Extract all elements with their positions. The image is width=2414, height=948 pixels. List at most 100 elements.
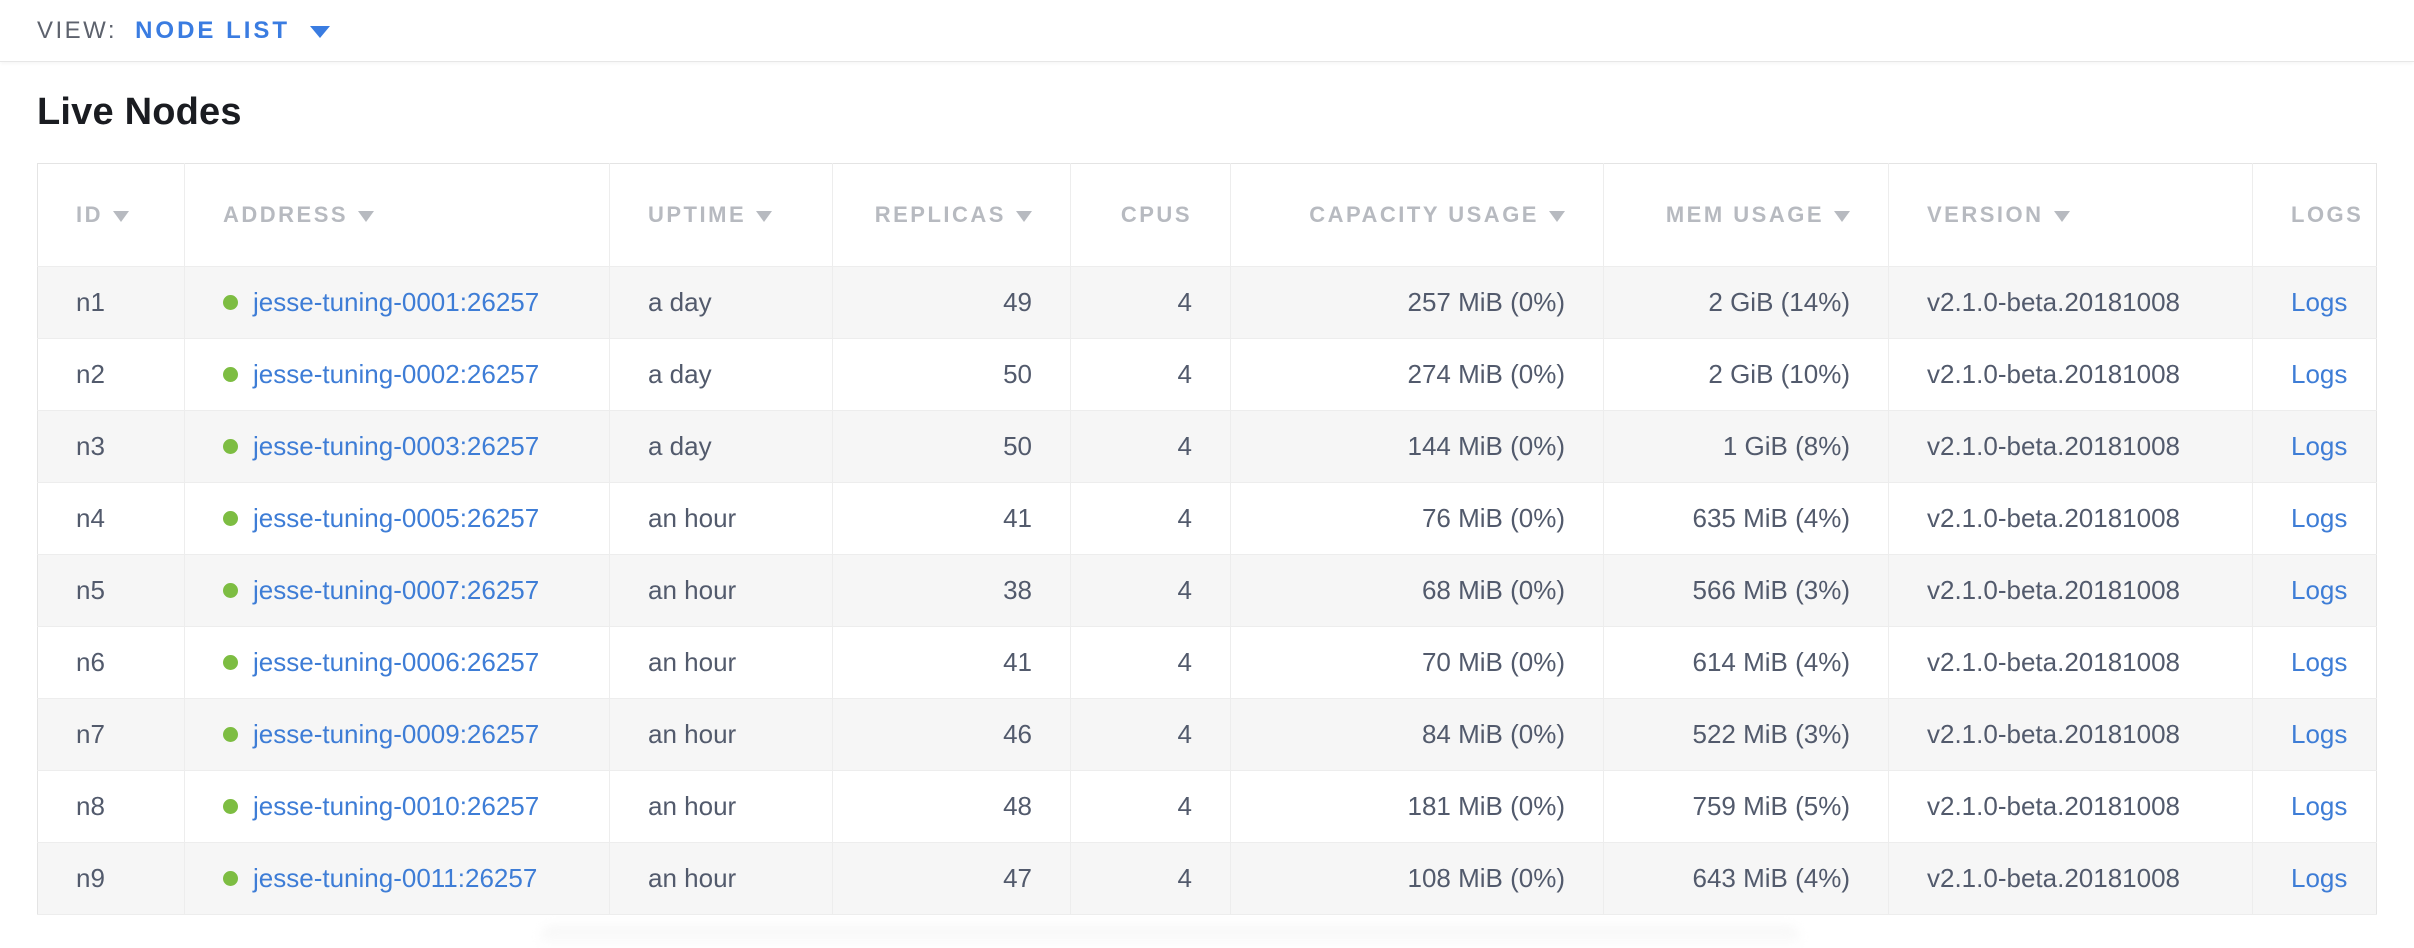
uptime-cell: a day xyxy=(610,267,833,339)
table-row: n2jesse-tuning-0002:26257a day504274 MiB… xyxy=(38,339,2377,411)
table-row: n5jesse-tuning-0007:26257an hour38468 Mi… xyxy=(38,555,2377,627)
node-address-cell: jesse-tuning-0006:26257 xyxy=(185,627,610,699)
table-row: n6jesse-tuning-0006:26257an hour41470 Mi… xyxy=(38,627,2377,699)
cpus-cell: 4 xyxy=(1071,843,1231,915)
node-address-cell: jesse-tuning-0002:26257 xyxy=(185,339,610,411)
mem-usage-cell: 2 GiB (14%) xyxy=(1604,267,1889,339)
node-id-cell: n2 xyxy=(38,339,185,411)
node-address-cell: jesse-tuning-0001:26257 xyxy=(185,267,610,339)
mem-usage-cell: 522 MiB (3%) xyxy=(1604,699,1889,771)
table-header-row: IDADDRESSUPTIMEREPLICASCPUSCAPACITY USAG… xyxy=(38,164,2377,267)
capacity-usage-cell: 181 MiB (0%) xyxy=(1231,771,1604,843)
node-id-cell: n4 xyxy=(38,483,185,555)
mem-usage-cell: 1 GiB (8%) xyxy=(1604,411,1889,483)
node-address-link[interactable]: jesse-tuning-0005:26257 xyxy=(253,503,539,533)
node-address-link[interactable]: jesse-tuning-0002:26257 xyxy=(253,359,539,389)
logs-cell: Logs xyxy=(2253,267,2377,339)
column-header-logs: LOGS xyxy=(2253,164,2377,267)
column-label: CAPACITY USAGE xyxy=(1309,202,1539,227)
logs-link[interactable]: Logs xyxy=(2291,863,2347,893)
sort-desc-icon xyxy=(358,211,374,222)
mem-usage-cell: 643 MiB (4%) xyxy=(1604,843,1889,915)
column-label: LOGS xyxy=(2291,202,2363,227)
cpus-cell: 4 xyxy=(1071,771,1231,843)
node-address-cell: jesse-tuning-0010:26257 xyxy=(185,771,610,843)
node-address-link[interactable]: jesse-tuning-0006:26257 xyxy=(253,647,539,677)
logs-link[interactable]: Logs xyxy=(2291,647,2347,677)
node-address-link[interactable]: jesse-tuning-0007:26257 xyxy=(253,575,539,605)
sort-desc-icon xyxy=(1834,211,1850,222)
view-selector-dropdown[interactable]: NODE LIST xyxy=(135,17,330,45)
uptime-cell: a day xyxy=(610,339,833,411)
column-header-version[interactable]: VERSION xyxy=(1889,164,2253,267)
node-address-link[interactable]: jesse-tuning-0001:26257 xyxy=(253,287,539,317)
column-header-uptime[interactable]: UPTIME xyxy=(610,164,833,267)
node-id-cell: n7 xyxy=(38,699,185,771)
node-address-link[interactable]: jesse-tuning-0009:26257 xyxy=(253,719,539,749)
view-label: VIEW: xyxy=(37,17,117,45)
version-cell: v2.1.0-beta.20181008 xyxy=(1889,339,2253,411)
node-address-cell: jesse-tuning-0005:26257 xyxy=(185,483,610,555)
logs-link[interactable]: Logs xyxy=(2291,791,2347,821)
logs-cell: Logs xyxy=(2253,555,2377,627)
node-id-cell: n8 xyxy=(38,771,185,843)
column-label: UPTIME xyxy=(648,202,746,227)
uptime-cell: an hour xyxy=(610,843,833,915)
mem-usage-cell: 566 MiB (3%) xyxy=(1604,555,1889,627)
node-status-dot-icon xyxy=(223,799,238,814)
next-section-shadow xyxy=(540,926,1800,948)
uptime-cell: a day xyxy=(610,411,833,483)
node-status-dot-icon xyxy=(223,583,238,598)
node-address-cell: jesse-tuning-0007:26257 xyxy=(185,555,610,627)
column-header-mem-usage[interactable]: MEM USAGE xyxy=(1604,164,1889,267)
logs-link[interactable]: Logs xyxy=(2291,431,2347,461)
node-address-cell: jesse-tuning-0003:26257 xyxy=(185,411,610,483)
column-header-address[interactable]: ADDRESS xyxy=(185,164,610,267)
replicas-cell: 50 xyxy=(833,411,1071,483)
capacity-usage-cell: 76 MiB (0%) xyxy=(1231,483,1604,555)
cpus-cell: 4 xyxy=(1071,339,1231,411)
logs-link[interactable]: Logs xyxy=(2291,719,2347,749)
node-status-dot-icon xyxy=(223,295,238,310)
column-header-id[interactable]: ID xyxy=(38,164,185,267)
view-selected-value: NODE LIST xyxy=(135,17,290,45)
node-id-cell: n3 xyxy=(38,411,185,483)
version-cell: v2.1.0-beta.20181008 xyxy=(1889,771,2253,843)
version-cell: v2.1.0-beta.20181008 xyxy=(1889,267,2253,339)
node-id-cell: n1 xyxy=(38,267,185,339)
uptime-cell: an hour xyxy=(610,555,833,627)
version-cell: v2.1.0-beta.20181008 xyxy=(1889,699,2253,771)
capacity-usage-cell: 68 MiB (0%) xyxy=(1231,555,1604,627)
logs-cell: Logs xyxy=(2253,483,2377,555)
version-cell: v2.1.0-beta.20181008 xyxy=(1889,411,2253,483)
version-cell: v2.1.0-beta.20181008 xyxy=(1889,555,2253,627)
logs-link[interactable]: Logs xyxy=(2291,287,2347,317)
column-label: ADDRESS xyxy=(223,202,348,227)
cpus-cell: 4 xyxy=(1071,483,1231,555)
table-row: n4jesse-tuning-0005:26257an hour41476 Mi… xyxy=(38,483,2377,555)
node-address-link[interactable]: jesse-tuning-0003:26257 xyxy=(253,431,539,461)
table-row: n8jesse-tuning-0010:26257an hour484181 M… xyxy=(38,771,2377,843)
table-row: n9jesse-tuning-0011:26257an hour474108 M… xyxy=(38,843,2377,915)
node-status-dot-icon xyxy=(223,367,238,382)
logs-link[interactable]: Logs xyxy=(2291,575,2347,605)
sort-desc-icon xyxy=(1016,211,1032,222)
capacity-usage-cell: 257 MiB (0%) xyxy=(1231,267,1604,339)
table-row: n7jesse-tuning-0009:26257an hour46484 Mi… xyxy=(38,699,2377,771)
uptime-cell: an hour xyxy=(610,483,833,555)
logs-link[interactable]: Logs xyxy=(2291,503,2347,533)
logs-link[interactable]: Logs xyxy=(2291,359,2347,389)
node-address-link[interactable]: jesse-tuning-0011:26257 xyxy=(253,863,537,893)
node-status-dot-icon xyxy=(223,727,238,742)
column-header-capacity-usage[interactable]: CAPACITY USAGE xyxy=(1231,164,1604,267)
mem-usage-cell: 2 GiB (10%) xyxy=(1604,339,1889,411)
live-nodes-table: IDADDRESSUPTIMEREPLICASCPUSCAPACITY USAG… xyxy=(37,163,2377,915)
capacity-usage-cell: 108 MiB (0%) xyxy=(1231,843,1604,915)
replicas-cell: 50 xyxy=(833,339,1071,411)
node-address-link[interactable]: jesse-tuning-0010:26257 xyxy=(253,791,539,821)
column-header-replicas[interactable]: REPLICAS xyxy=(833,164,1071,267)
node-status-dot-icon xyxy=(223,439,238,454)
page-title: Live Nodes xyxy=(37,88,2414,136)
capacity-usage-cell: 84 MiB (0%) xyxy=(1231,699,1604,771)
version-cell: v2.1.0-beta.20181008 xyxy=(1889,627,2253,699)
